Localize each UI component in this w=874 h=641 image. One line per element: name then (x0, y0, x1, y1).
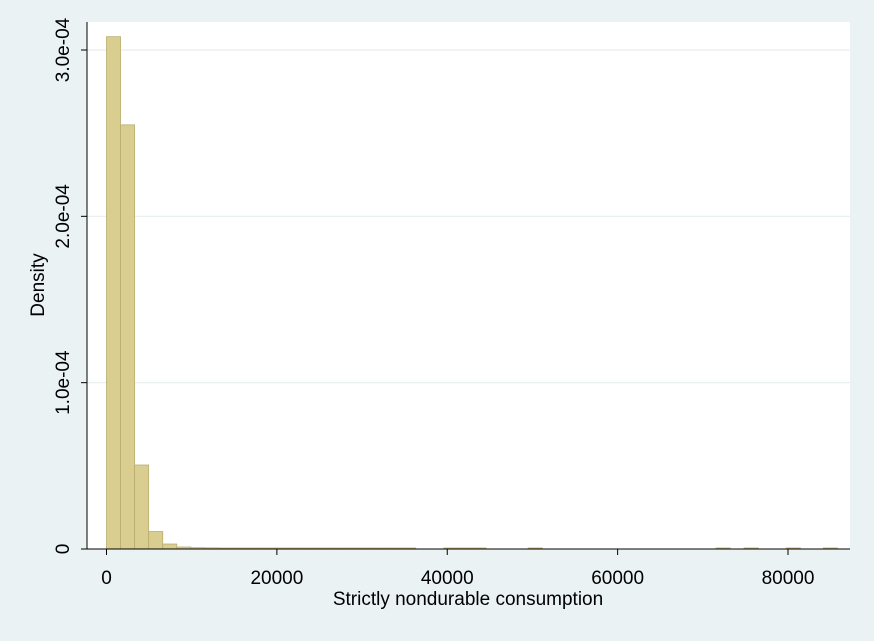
x-tick-label: 60000 (591, 568, 644, 589)
x-tick-label: 80000 (762, 568, 815, 589)
y-tick-label: 2.0e-04 (53, 184, 74, 249)
histogram-bar (120, 124, 136, 550)
histogram-bar (106, 36, 121, 550)
grid-lines (87, 49, 850, 384)
histogram-bar (148, 531, 164, 550)
y-tick-label: 1.0e-04 (53, 350, 74, 415)
axes: 0 20000 40000 60000 80000 0 1.0e-04 2.0e-04 3.0e… (53, 17, 850, 589)
x-tick-label: 20000 (250, 568, 303, 589)
plot-background (87, 22, 850, 549)
y-tick-label: 3.0e-04 (53, 17, 74, 82)
x-tick-label: 0 (101, 568, 112, 589)
y-tick-label: 0 (53, 544, 74, 555)
histogram-bars (106, 36, 838, 550)
y-axis-label: Density (28, 253, 49, 317)
x-tick-label: 40000 (421, 568, 474, 589)
x-axis-label: Strictly nondurable consumption (333, 589, 603, 610)
histogram-bar (134, 464, 150, 550)
histogram-bar (162, 543, 178, 550)
